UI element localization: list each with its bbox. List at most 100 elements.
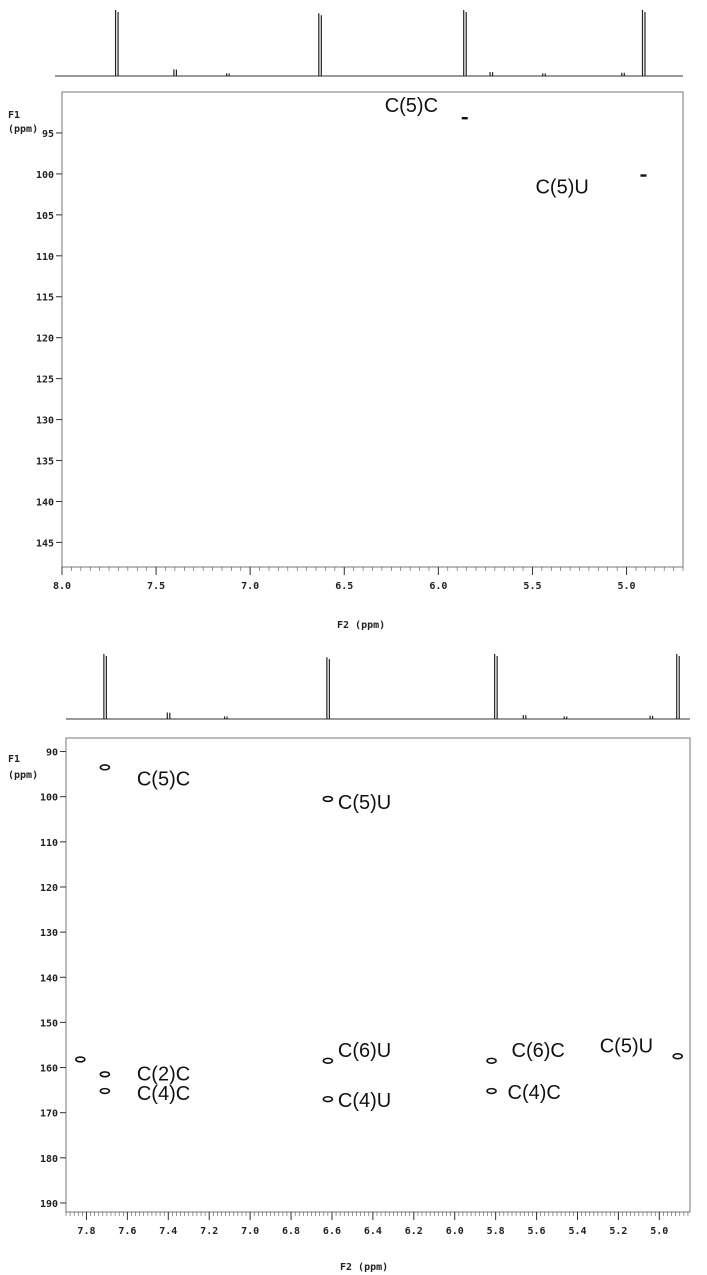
bot-cross-peak: C(4)C bbox=[99, 1083, 190, 1105]
top-y-axis-label-unit: (ppm) bbox=[8, 124, 38, 135]
bot-y-tick: 140 bbox=[40, 973, 66, 984]
top-x-tick: 7.5 bbox=[147, 567, 165, 592]
bot-projection-peak bbox=[563, 716, 568, 719]
bot-x-tick-label: 5.4 bbox=[568, 1226, 586, 1237]
top-spectrum-panel: F1 (ppm) 95 100 105 110 115 120 125 130 135 140 14… bbox=[8, 10, 684, 631]
top-y-tick-label: 125 bbox=[36, 375, 54, 386]
bot-projection-peak bbox=[103, 654, 107, 719]
bot-x-tick-label: 6.4 bbox=[364, 1226, 382, 1237]
top-y-tick: 95 bbox=[42, 129, 62, 140]
bot-y-tick-label: 170 bbox=[40, 1109, 58, 1120]
bot-x-tick: 7.8 bbox=[77, 1212, 95, 1237]
bot-x-tick-label: 6.8 bbox=[282, 1226, 300, 1237]
bot-cross-peak: C(5)U bbox=[600, 1035, 684, 1060]
bot-peak-label: C(4)C bbox=[137, 1083, 190, 1105]
top-x-tick: 5.5 bbox=[523, 567, 541, 592]
bot-x-tick-label: 6.2 bbox=[405, 1226, 423, 1237]
bottom-1d-projection bbox=[66, 654, 690, 720]
bot-cross-peak: C(4)C bbox=[486, 1082, 561, 1104]
top-y-tick: 135 bbox=[36, 457, 62, 468]
bot-peak-label: C(5)U bbox=[600, 1035, 653, 1057]
bot-y-tick-label: 190 bbox=[40, 1199, 58, 1210]
top-y-tick: 130 bbox=[36, 416, 62, 427]
bot-x-tick-label: 6.6 bbox=[323, 1226, 341, 1237]
top-peak-label: C(5)C bbox=[385, 95, 438, 117]
top-x-tick-label: 5.0 bbox=[618, 581, 636, 592]
top-y-tick: 140 bbox=[36, 497, 62, 508]
top-x-tick-label: 7.5 bbox=[147, 581, 165, 592]
top-y-tick-label: 95 bbox=[42, 129, 54, 140]
bot-cross-peak bbox=[75, 1056, 86, 1063]
bot-cross-peak: C(4)U bbox=[322, 1090, 391, 1112]
bot-y-tick-label: 120 bbox=[40, 883, 58, 894]
bot-projection-peak bbox=[494, 654, 498, 719]
bot-x-tick: 6.4 bbox=[364, 1212, 382, 1237]
top-y-tick: 110 bbox=[36, 252, 62, 263]
bot-y-tick: 130 bbox=[40, 928, 66, 939]
top-projection-peak bbox=[226, 73, 230, 76]
top-y-tick-label: 140 bbox=[36, 497, 54, 508]
bot-cross-peak: C(2)C bbox=[99, 1063, 190, 1085]
bot-x-tick-label: 7.4 bbox=[159, 1226, 177, 1237]
bot-x-tick-label: 5.8 bbox=[487, 1226, 505, 1237]
top-x-tick-label: 8.0 bbox=[53, 581, 71, 592]
bottom-y-axis-label-unit: (ppm) bbox=[8, 770, 38, 781]
top-projection-peak bbox=[463, 10, 467, 76]
top-x-tick: 6.0 bbox=[429, 567, 447, 592]
top-y-tick-label: 130 bbox=[36, 416, 54, 427]
top-projection-peak bbox=[318, 13, 322, 76]
bot-y-tick-label: 90 bbox=[46, 748, 58, 759]
bot-x-tick-label: 7.2 bbox=[200, 1226, 218, 1237]
top-y-tick-label: 115 bbox=[36, 293, 54, 304]
top-y-tick: 100 bbox=[36, 170, 62, 181]
bot-x-tick: 6.8 bbox=[282, 1212, 300, 1237]
bot-x-tick: 7.6 bbox=[118, 1212, 136, 1237]
bot-y-tick: 150 bbox=[40, 1018, 66, 1029]
bot-y-tick: 100 bbox=[40, 793, 66, 804]
bot-y-tick: 170 bbox=[40, 1109, 66, 1120]
bot-peak-label: C(5)U bbox=[338, 792, 391, 814]
top-x-axis-label: F2 (ppm) bbox=[337, 620, 385, 631]
bot-projection-peak bbox=[522, 715, 527, 719]
bot-y-tick: 110 bbox=[40, 838, 66, 849]
bot-y-tick-label: 160 bbox=[40, 1064, 58, 1075]
bot-cross-peak: C(5)C bbox=[99, 764, 190, 790]
bot-y-tick-label: 110 bbox=[40, 838, 58, 849]
top-x-tick-label: 5.5 bbox=[523, 581, 541, 592]
bot-peak-label: C(6)U bbox=[338, 1040, 391, 1062]
bot-projection-peak bbox=[326, 657, 330, 719]
top-y-tick-label: 135 bbox=[36, 457, 54, 468]
top-y-tick: 145 bbox=[36, 538, 62, 549]
bot-y-tick: 90 bbox=[46, 748, 66, 759]
top-y-tick: 120 bbox=[36, 334, 62, 345]
bot-projection-peak bbox=[649, 715, 654, 719]
top-y-tick-label: 145 bbox=[36, 538, 54, 549]
top-cross-peak: C(5)U bbox=[535, 174, 647, 199]
top-projection-peak bbox=[173, 69, 178, 76]
bot-cross-peak: C(6)C bbox=[486, 1040, 565, 1064]
top-projection-peak bbox=[489, 72, 494, 76]
bot-x-tick: 5.4 bbox=[568, 1212, 587, 1237]
top-projection-peak bbox=[542, 73, 546, 76]
top-y-tick-label: 105 bbox=[36, 211, 54, 222]
top-y-tick: 125 bbox=[36, 375, 62, 386]
bottom-spectrum-panel: F1 (ppm) 90 100 110 120 130 140 150 160 170 180 19… bbox=[8, 654, 691, 1273]
bot-peak-label: C(6)C bbox=[512, 1040, 565, 1062]
top-projection-peak bbox=[114, 10, 119, 76]
bot-x-tick-label: 7.8 bbox=[77, 1226, 95, 1237]
top-y-tick: 115 bbox=[36, 293, 62, 304]
top-x-tick-label: 7.0 bbox=[241, 581, 259, 592]
bot-peak-label: C(4)U bbox=[338, 1090, 391, 1112]
bottom-x-axis-label: F2 (ppm) bbox=[340, 1262, 388, 1273]
top-x-tick: 6.5 bbox=[335, 567, 353, 592]
bot-x-tick: 6.2 bbox=[405, 1212, 423, 1237]
bot-x-tick: 5.0 bbox=[650, 1212, 668, 1237]
top-y-tick-label: 110 bbox=[36, 252, 54, 263]
bot-x-tick-label: 5.0 bbox=[650, 1226, 668, 1237]
bot-y-tick: 160 bbox=[40, 1064, 66, 1075]
bot-cross-peak: C(5)U bbox=[322, 792, 391, 814]
bot-y-tick-label: 150 bbox=[40, 1018, 58, 1029]
bot-x-tick: 7.2 bbox=[200, 1212, 218, 1237]
top-x-tick-label: 6.5 bbox=[335, 581, 353, 592]
